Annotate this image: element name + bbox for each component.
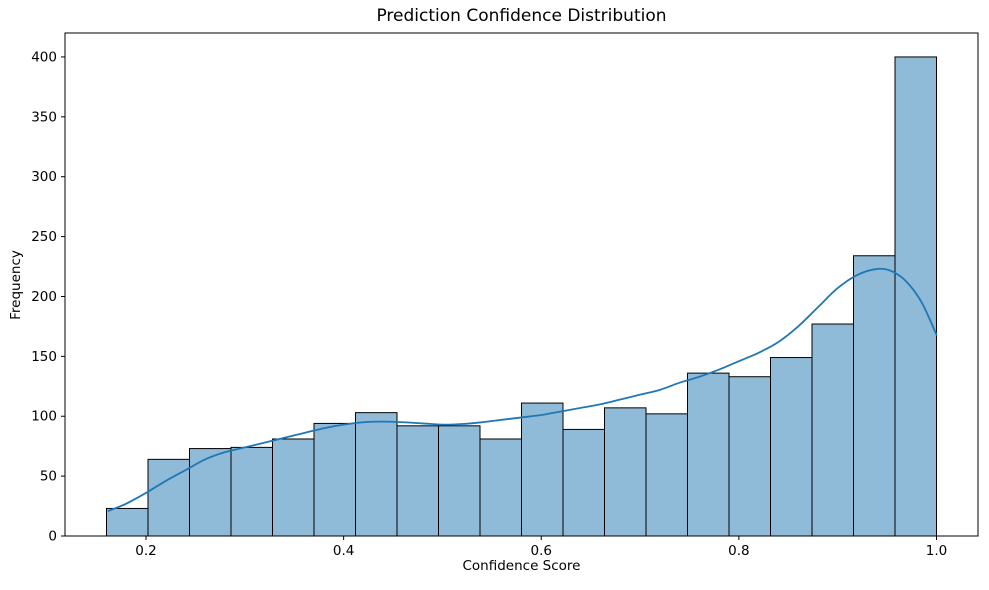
y-tick-label: 0 [48,529,57,545]
histogram-bar [562,428,605,537]
histogram-bar [604,407,647,537]
y-tick-label: 100 [31,409,57,425]
x-tick-label: 0.8 [728,543,749,559]
histogram-bar [230,446,273,537]
y-tick-label: 350 [31,109,57,125]
y-tick-label: 400 [31,49,57,65]
y-axis-label-text: Frequency [8,250,24,320]
histogram-bar [396,425,439,537]
x-tick-label: 1.0 [926,543,947,559]
histogram-bar [106,507,149,537]
chart-title: Prediction Confidence Distribution [376,6,667,26]
y-tick-label: 250 [31,229,57,245]
y-tick-label: 50 [40,469,57,485]
x-axis-label: Confidence Score [462,558,581,574]
axes-spines [64,32,979,537]
histogram-bar [853,255,896,537]
histogram-bar [645,413,688,537]
x-tick-label: 0.4 [333,543,354,559]
histogram-bar [811,323,854,537]
histogram-bar [189,448,232,537]
y-tick-label: 150 [31,349,57,365]
y-tick-label: 200 [31,289,57,305]
histogram-bar [687,372,730,537]
histogram-bar [438,425,481,537]
histogram-bar [272,438,315,537]
histogram-bar [355,412,398,537]
kde-line [107,267,938,512]
x-tick-label: 0.6 [531,543,552,559]
histogram-bar [521,402,564,537]
histogram-bar [894,56,937,537]
y-tick-label: 300 [31,169,57,185]
histogram-bar [770,357,813,537]
histogram-bar [479,438,522,537]
x-tick-label: 0.2 [135,543,156,559]
histogram-bar [313,422,356,537]
histogram-bar [728,376,771,537]
